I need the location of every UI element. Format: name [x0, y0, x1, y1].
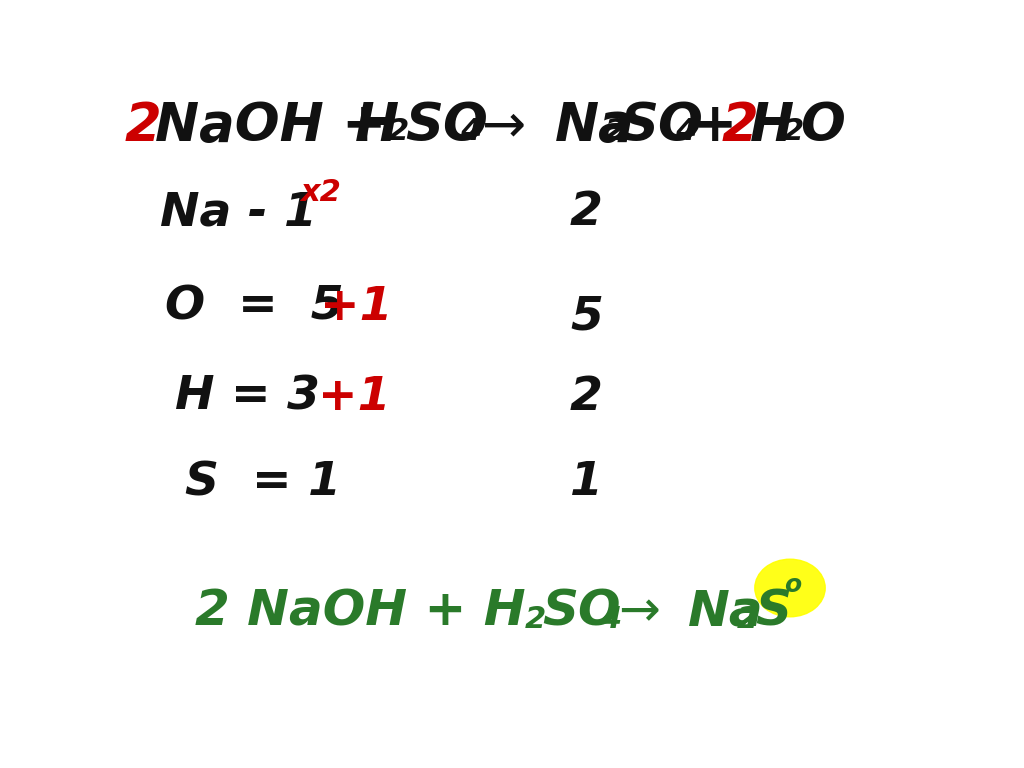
Text: SO: SO [620, 100, 702, 152]
Text: 2: 2 [783, 117, 804, 146]
Text: O: O [800, 100, 845, 152]
Text: +1: +1 [318, 375, 390, 420]
Text: 2: 2 [737, 605, 758, 634]
Text: 2: 2 [570, 375, 603, 420]
Text: Na: Na [555, 100, 635, 152]
Text: 2: 2 [125, 100, 162, 152]
Text: 4: 4 [460, 117, 481, 146]
Text: 2: 2 [722, 100, 759, 152]
Text: NaOH +: NaOH + [155, 100, 404, 152]
Text: 2: 2 [388, 117, 410, 146]
Text: +1: +1 [319, 285, 392, 330]
Text: Na: Na [688, 588, 764, 636]
Text: 2: 2 [605, 117, 627, 146]
Ellipse shape [755, 559, 825, 617]
Text: H: H [750, 100, 795, 152]
Text: H: H [355, 100, 399, 152]
Text: 2 NaOH + H: 2 NaOH + H [195, 588, 525, 636]
Text: S: S [755, 588, 791, 636]
Text: 1: 1 [570, 460, 603, 505]
Text: 4: 4 [675, 117, 696, 146]
Text: Na - 1: Na - 1 [160, 190, 316, 235]
Text: H = 3: H = 3 [175, 375, 319, 420]
Text: S  = 1: S = 1 [185, 460, 341, 505]
Text: SO: SO [542, 588, 621, 636]
Text: 2: 2 [570, 190, 603, 235]
Text: →: → [482, 100, 526, 152]
Text: O  =  5: O = 5 [165, 285, 344, 330]
Text: 4: 4 [600, 605, 622, 634]
Text: 5: 5 [570, 295, 603, 340]
Text: →: → [618, 588, 659, 636]
Text: o: o [784, 573, 801, 597]
Text: SO: SO [406, 100, 487, 152]
Text: 2: 2 [525, 605, 546, 634]
Text: +: + [692, 100, 736, 152]
Text: x2: x2 [300, 178, 341, 207]
